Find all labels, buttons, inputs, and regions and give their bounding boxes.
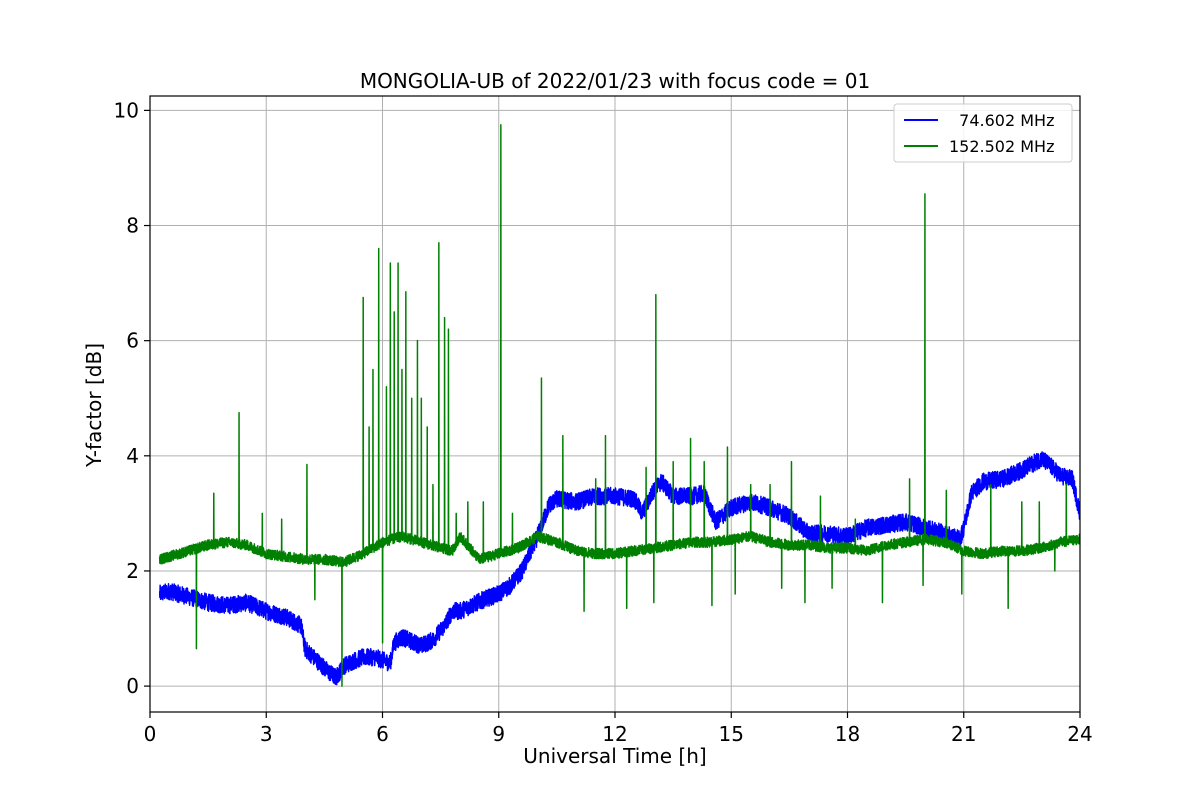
x-tick-label: 18	[835, 722, 860, 746]
x-tick-label: 12	[602, 722, 627, 746]
plot-layer	[158, 124, 1080, 687]
x-tick-label: 6	[376, 722, 389, 746]
chart-title: MONGOLIA-UB of 2022/01/23 with focus cod…	[360, 69, 870, 93]
y-axis-label: Y-factor [dB]	[82, 343, 106, 468]
legend-label: 74.602 MHz	[949, 111, 1054, 130]
y-tick-label: 2	[126, 559, 139, 583]
legend: 74.602 MHz 152.502 MHz	[893, 103, 1073, 163]
y-tick-label: 6	[126, 329, 139, 353]
y-tick-label: 10	[114, 98, 139, 122]
x-tick-label: 3	[260, 722, 273, 746]
x-axis-label: Universal Time [h]	[523, 744, 706, 768]
series-line	[158, 124, 1080, 687]
y-tick-label: 4	[126, 444, 139, 468]
legend-label: 152.502 MHz	[949, 137, 1054, 156]
x-tick-label: 21	[951, 722, 976, 746]
x-tick-label: 15	[719, 722, 744, 746]
x-tick-label: 0	[144, 722, 157, 746]
series-line	[158, 451, 1080, 686]
series-group	[158, 124, 1080, 687]
x-tick-label: 9	[492, 722, 505, 746]
y-tick-label: 0	[126, 674, 139, 698]
series-group	[158, 451, 1080, 686]
legend-box	[893, 103, 1073, 163]
y-tick-label: 8	[126, 214, 139, 238]
x-tick-label: 24	[1067, 722, 1092, 746]
